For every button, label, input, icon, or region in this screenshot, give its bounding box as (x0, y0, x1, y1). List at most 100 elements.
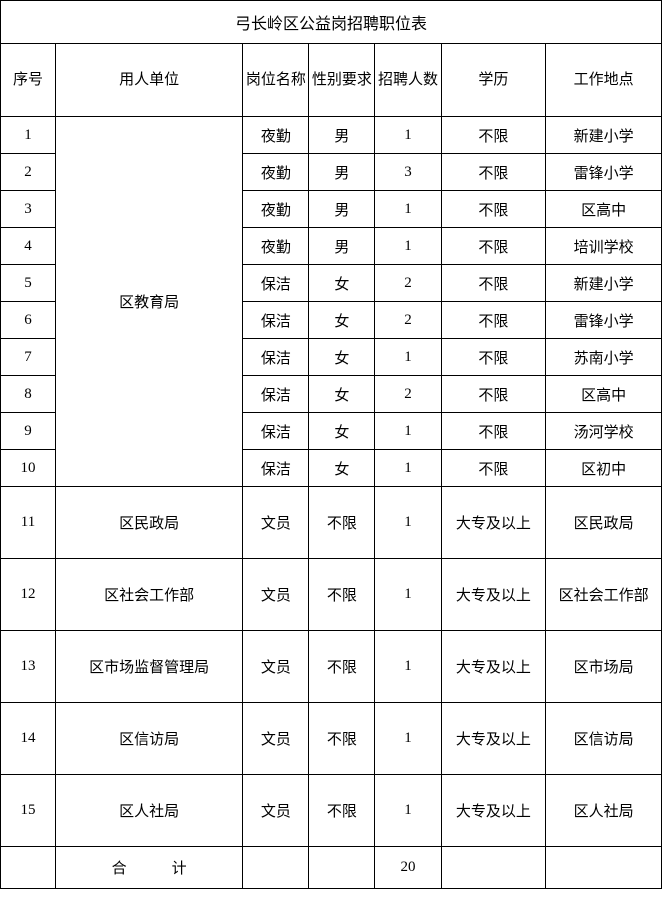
cell-employer: 区人社局 (56, 775, 243, 847)
cell-count: 1 (375, 191, 441, 228)
cell-position: 文员 (243, 559, 309, 631)
cell-seq: 1 (1, 117, 56, 154)
total-empty (309, 847, 375, 889)
cell-seq: 2 (1, 154, 56, 191)
cell-seq: 7 (1, 339, 56, 376)
table-row: 14 区信访局 文员 不限 1 大专及以上 区信访局 (1, 703, 662, 775)
total-empty (243, 847, 309, 889)
cell-gender: 男 (309, 117, 375, 154)
cell-seq: 9 (1, 413, 56, 450)
cell-edu: 大专及以上 (441, 631, 546, 703)
cell-seq: 13 (1, 631, 56, 703)
cell-edu: 不限 (441, 413, 546, 450)
total-count: 20 (375, 847, 441, 889)
header-gender: 性别要求 (309, 44, 375, 117)
cell-gender: 男 (309, 191, 375, 228)
cell-count: 1 (375, 631, 441, 703)
cell-location: 区高中 (546, 191, 662, 228)
cell-gender: 女 (309, 413, 375, 450)
cell-count: 1 (375, 228, 441, 265)
cell-location: 区市场局 (546, 631, 662, 703)
cell-location: 区人社局 (546, 775, 662, 847)
cell-edu: 不限 (441, 154, 546, 191)
cell-position: 文员 (243, 775, 309, 847)
cell-edu: 不限 (441, 376, 546, 413)
cell-seq: 14 (1, 703, 56, 775)
cell-gender: 不限 (309, 559, 375, 631)
cell-gender: 女 (309, 450, 375, 487)
cell-position: 文员 (243, 631, 309, 703)
cell-position: 文员 (243, 703, 309, 775)
cell-location: 区信访局 (546, 703, 662, 775)
cell-location: 培训学校 (546, 228, 662, 265)
cell-gender: 不限 (309, 487, 375, 559)
cell-count: 1 (375, 450, 441, 487)
cell-count: 1 (375, 559, 441, 631)
cell-count: 1 (375, 117, 441, 154)
cell-position: 文员 (243, 487, 309, 559)
table-row: 11 区民政局 文员 不限 1 大专及以上 区民政局 (1, 487, 662, 559)
table-row: 13 区市场监督管理局 文员 不限 1 大专及以上 区市场局 (1, 631, 662, 703)
cell-position: 保洁 (243, 376, 309, 413)
cell-count: 1 (375, 775, 441, 847)
cell-edu: 不限 (441, 191, 546, 228)
cell-employer: 区市场监督管理局 (56, 631, 243, 703)
cell-position: 保洁 (243, 265, 309, 302)
cell-location: 新建小学 (546, 265, 662, 302)
cell-seq: 12 (1, 559, 56, 631)
cell-location: 雷锋小学 (546, 154, 662, 191)
cell-gender: 女 (309, 376, 375, 413)
cell-edu: 不限 (441, 265, 546, 302)
header-edu: 学历 (441, 44, 546, 117)
cell-location: 汤河学校 (546, 413, 662, 450)
cell-edu: 不限 (441, 450, 546, 487)
title-row: 弓长岭区公益岗招聘职位表 (1, 1, 662, 44)
total-empty (546, 847, 662, 889)
table-title: 弓长岭区公益岗招聘职位表 (1, 1, 662, 44)
header-row: 序号 用人单位 岗位名称 性别要求 招聘人数 学历 工作地点 (1, 44, 662, 117)
cell-gender: 男 (309, 228, 375, 265)
cell-location: 雷锋小学 (546, 302, 662, 339)
cell-location: 区民政局 (546, 487, 662, 559)
total-label: 合计 (56, 847, 243, 889)
cell-gender: 男 (309, 154, 375, 191)
cell-gender: 女 (309, 339, 375, 376)
cell-gender: 不限 (309, 775, 375, 847)
cell-gender: 女 (309, 302, 375, 339)
cell-employer: 区信访局 (56, 703, 243, 775)
table-row: 15 区人社局 文员 不限 1 大专及以上 区人社局 (1, 775, 662, 847)
total-row: 合计 20 (1, 847, 662, 889)
cell-seq: 6 (1, 302, 56, 339)
header-employer: 用人单位 (56, 44, 243, 117)
cell-count: 1 (375, 413, 441, 450)
cell-position: 夜勤 (243, 191, 309, 228)
cell-count: 2 (375, 376, 441, 413)
cell-seq: 10 (1, 450, 56, 487)
cell-gender: 女 (309, 265, 375, 302)
cell-count: 2 (375, 265, 441, 302)
recruitment-table: 弓长岭区公益岗招聘职位表 序号 用人单位 岗位名称 性别要求 招聘人数 学历 工… (0, 0, 662, 889)
cell-seq: 11 (1, 487, 56, 559)
cell-count: 1 (375, 339, 441, 376)
cell-location: 区初中 (546, 450, 662, 487)
cell-seq: 4 (1, 228, 56, 265)
cell-edu: 不限 (441, 117, 546, 154)
cell-seq: 3 (1, 191, 56, 228)
total-empty (441, 847, 546, 889)
cell-employer: 区民政局 (56, 487, 243, 559)
cell-edu: 大专及以上 (441, 703, 546, 775)
cell-edu: 大专及以上 (441, 775, 546, 847)
cell-employer-group: 区教育局 (56, 117, 243, 487)
table-row: 1 区教育局 夜勤 男 1 不限 新建小学 (1, 117, 662, 154)
cell-location: 苏南小学 (546, 339, 662, 376)
total-empty-seq (1, 847, 56, 889)
cell-position: 夜勤 (243, 228, 309, 265)
cell-seq: 5 (1, 265, 56, 302)
cell-employer: 区社会工作部 (56, 559, 243, 631)
header-position: 岗位名称 (243, 44, 309, 117)
header-count: 招聘人数 (375, 44, 441, 117)
cell-position: 夜勤 (243, 117, 309, 154)
cell-edu: 大专及以上 (441, 487, 546, 559)
cell-location: 区社会工作部 (546, 559, 662, 631)
cell-count: 1 (375, 487, 441, 559)
